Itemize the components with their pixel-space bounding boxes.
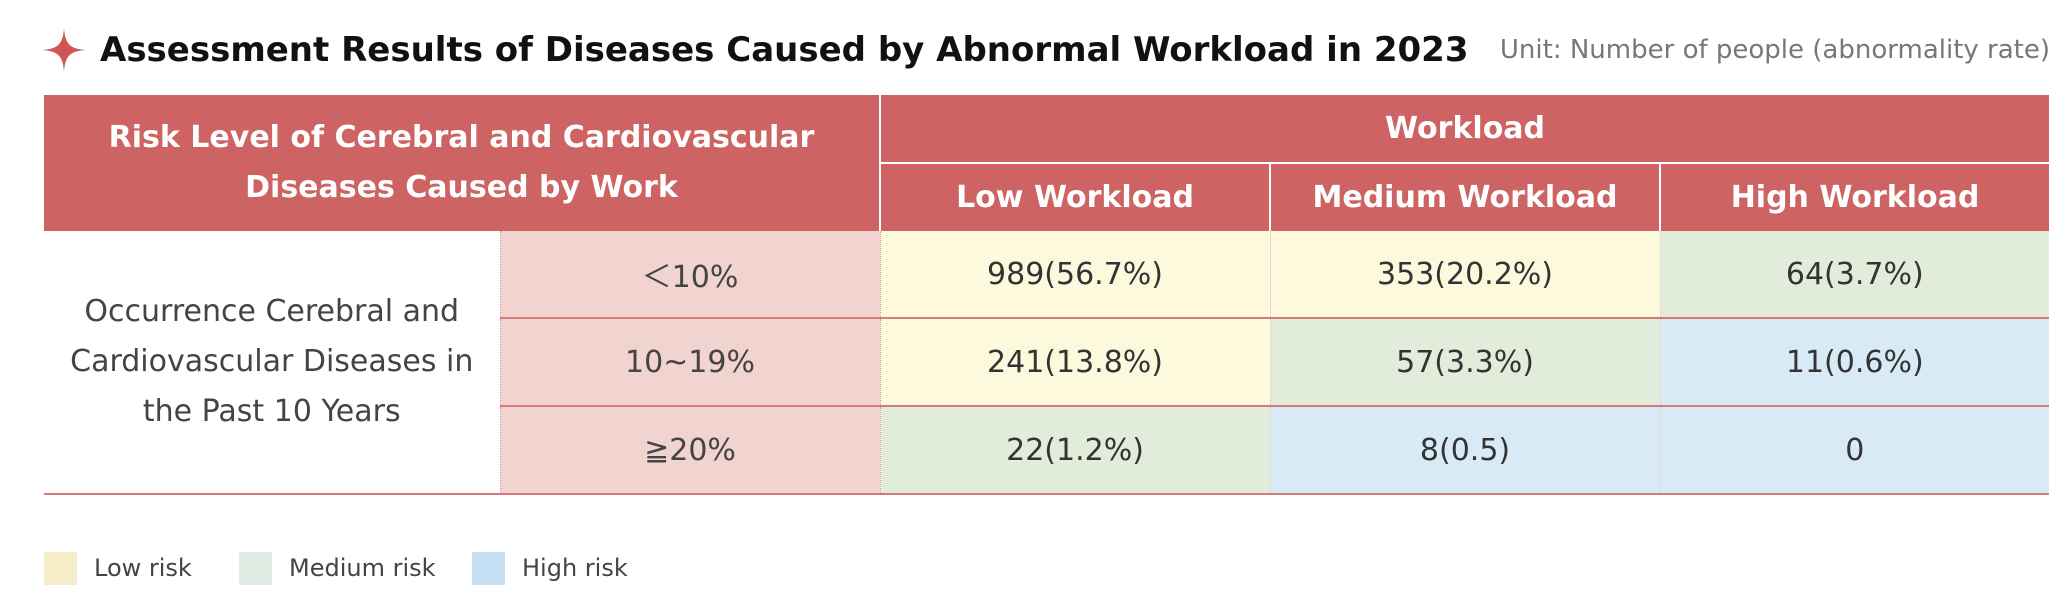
table-cell: 57(3.3%) (1270, 318, 1661, 407)
table-cell: 353(20.2%) (1270, 231, 1661, 319)
table-cell: 989(56.7%) (880, 231, 1271, 319)
row-group-label: Occurrence Cerebral and Cardiovascular D… (44, 231, 500, 495)
results-table: Risk Level of Cerebral and Cardiovascula… (44, 95, 2050, 495)
medium-workload-header: Medium Workload (1269, 163, 1661, 231)
legend-label: High risk (522, 554, 628, 582)
star-icon (42, 28, 86, 72)
table-cell: 11(0.6%) (1660, 318, 2050, 407)
chart-title: Assessment Results of Diseases Caused by… (100, 30, 1469, 70)
table-cell: 241(13.8%) (880, 318, 1271, 407)
high-workload-header: High Workload (1659, 163, 2050, 231)
legend-swatch (472, 552, 505, 585)
table-cell: 8(0.5) (1270, 406, 1661, 495)
table-cell: 0 (1660, 406, 2050, 495)
range-cell: 10~19% (499, 318, 881, 407)
legend-label: Low risk (94, 554, 192, 582)
table-row: ≧20% 22(1.2%) 8(0.5) 0 (44, 406, 2050, 495)
unit-label: Unit: Number of people (abnormality rate… (1499, 35, 2050, 65)
low-workload-header: Low Workload (880, 163, 1271, 231)
table-cell: 22(1.2%) (880, 406, 1271, 495)
table-row: Occurrence Cerebral and Cardiovascular D… (44, 231, 2050, 495)
header-row-sub: Low Workload Medium Workload High Worklo… (44, 163, 2050, 231)
workload-header: Workload (880, 95, 2050, 164)
header-row-top: Risk Level of Cerebral and Cardiovascula… (44, 95, 2050, 231)
range-cell: ≧20% (499, 406, 881, 495)
range-cell: ＜10% (499, 231, 881, 319)
legend-swatch (239, 552, 272, 585)
legend-swatch (44, 552, 77, 585)
title-row: Assessment Results of Diseases Caused by… (40, 22, 2050, 78)
legend-label: Medium risk (289, 554, 436, 582)
table-cell: 64(3.7%) (1660, 231, 2050, 319)
table-row: 10~19% 241(13.8%) 57(3.3%) 11(0.6%) (44, 318, 2050, 407)
risk-level-header: Risk Level of Cerebral and Cardiovascula… (44, 95, 882, 231)
